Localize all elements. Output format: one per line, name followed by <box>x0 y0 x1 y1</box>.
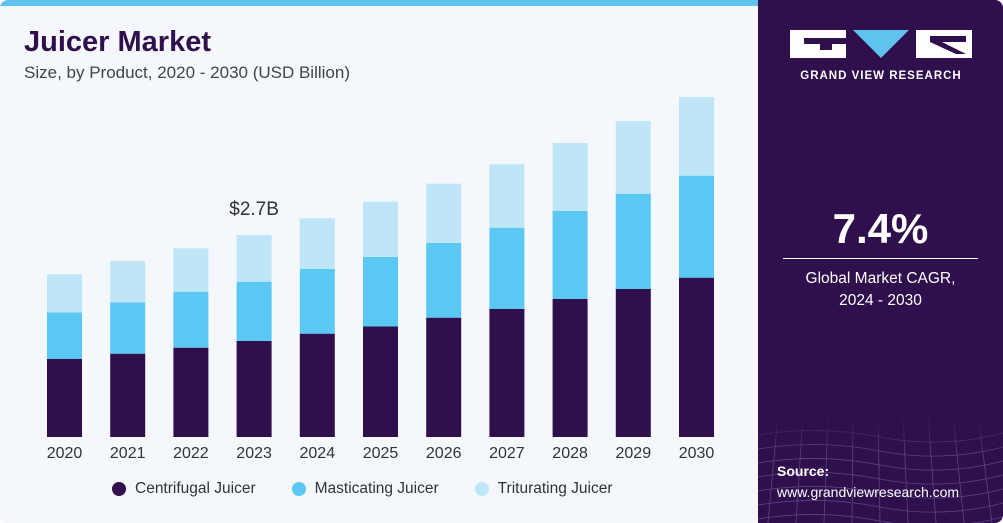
x-tick-label-2026: 2026 <box>426 445 462 462</box>
bar-triturating-juicer-2030 <box>679 97 714 176</box>
x-tick-label-2024: 2024 <box>300 445 336 462</box>
logo-mark-icon <box>790 30 972 58</box>
bar-triturating-juicer-2026 <box>426 183 462 243</box>
x-tick-label-2027: 2027 <box>489 445 525 462</box>
x-tick-label-2029: 2029 <box>616 445 652 462</box>
bar-triturating-juicer-2025 <box>363 201 398 257</box>
legend-label-masticating: Masticating Juicer <box>314 480 439 497</box>
cagr-label-line1: Global Market CAGR, <box>805 270 956 287</box>
bar-masticating-juicer-2022 <box>173 291 209 348</box>
bar-triturating-juicer-2028 <box>552 143 588 211</box>
bar-triturating-juicer-2020 <box>47 274 82 313</box>
bar-triturating-juicer-2029 <box>615 121 651 194</box>
chart-subtitle: Size, by Product, 2020 - 2030 (USD Billi… <box>24 63 350 82</box>
bar-masticating-juicer-2025 <box>363 257 398 327</box>
legend-item-triturating: Triturating Juicer <box>474 480 613 498</box>
source-url[interactable]: www.grandviewresearch.com <box>777 484 960 500</box>
legend-item-masticating: Masticating Juicer <box>291 480 439 498</box>
bar-centrifugal-juicer-2020 <box>47 359 82 437</box>
legend-label-centrifugal: Centrifugal Juicer <box>135 480 256 497</box>
bar-triturating-juicer-2022 <box>173 248 209 292</box>
bar-centrifugal-juicer-2021 <box>110 353 146 437</box>
legend-swatch-triturating <box>474 482 489 496</box>
bar-centrifugal-juicer-2023 <box>236 341 272 437</box>
legend-item-centrifugal: Centrifugal Juicer <box>112 480 256 498</box>
bar-masticating-juicer-2023 <box>236 281 272 341</box>
wave-grid-decoration <box>758 415 1003 523</box>
bar-centrifugal-juicer-2024 <box>299 333 335 437</box>
bar-centrifugal-juicer-2029 <box>615 289 651 437</box>
source-label: Source: <box>777 463 830 479</box>
x-tick-label-2025: 2025 <box>363 445 399 462</box>
bar-centrifugal-juicer-2022 <box>173 347 209 437</box>
bar-masticating-juicer-2030 <box>679 175 714 278</box>
cagr-divider <box>783 258 978 259</box>
top-accent-bar <box>0 0 760 6</box>
brand-name: GRAND VIEW RESEARCH <box>800 70 962 82</box>
bar-masticating-juicer-2027 <box>489 227 525 309</box>
bar-centrifugal-juicer-2027 <box>489 309 525 437</box>
legend-swatch-masticating <box>291 482 306 496</box>
bar-masticating-juicer-2029 <box>615 193 651 289</box>
x-tick-label-2022: 2022 <box>173 445 209 462</box>
bar-masticating-juicer-2028 <box>552 211 588 299</box>
side-panel: GRAND VIEW RESEARCH 7.4% Global Market C… <box>758 0 1003 523</box>
cagr-value: 7.4% <box>832 205 929 252</box>
cagr-label-line2: 2024 - 2030 <box>839 292 922 309</box>
chart-legend: Centrifugal Juicer Masticating Juicer Tr… <box>112 480 613 498</box>
bar-triturating-juicer-2024 <box>299 218 335 269</box>
chart-title: Juicer Market <box>24 26 211 58</box>
bar-masticating-juicer-2020 <box>47 312 82 359</box>
x-tick-label-2021: 2021 <box>110 445 146 462</box>
bar-centrifugal-juicer-2025 <box>363 326 398 437</box>
stacked-bar-chart: 2020 2021 2022 2023 $2.7B 2024 2025 2026 2027 202… <box>47 97 715 462</box>
bar-triturating-juicer-2023 <box>236 235 272 282</box>
bar-centrifugal-juicer-2028 <box>552 299 588 437</box>
bar-masticating-juicer-2021 <box>110 302 146 354</box>
cagr-label: Global Market CAGR, 2024 - 2030 <box>758 268 1003 312</box>
bar-centrifugal-juicer-2026 <box>426 317 462 437</box>
x-tick-label-2023: 2023 <box>236 445 272 462</box>
bar-triturating-juicer-2027 <box>489 164 525 228</box>
x-tick-label-2020: 2020 <box>47 445 83 462</box>
bar-masticating-juicer-2024 <box>299 269 335 334</box>
bar-triturating-juicer-2021 <box>110 261 146 303</box>
data-label-2023: $2.7B <box>229 199 279 220</box>
x-tick-label-2030: 2030 <box>679 445 715 462</box>
legend-swatch-centrifugal <box>112 482 126 496</box>
legend-label-triturating: Triturating Juicer <box>497 480 613 497</box>
x-tick-label-2028: 2028 <box>552 445 588 462</box>
bar-masticating-juicer-2026 <box>426 243 462 318</box>
grand-view-research-logo: GRAND VIEW RESEARCH <box>790 28 972 88</box>
bar-centrifugal-juicer-2030 <box>679 277 714 437</box>
